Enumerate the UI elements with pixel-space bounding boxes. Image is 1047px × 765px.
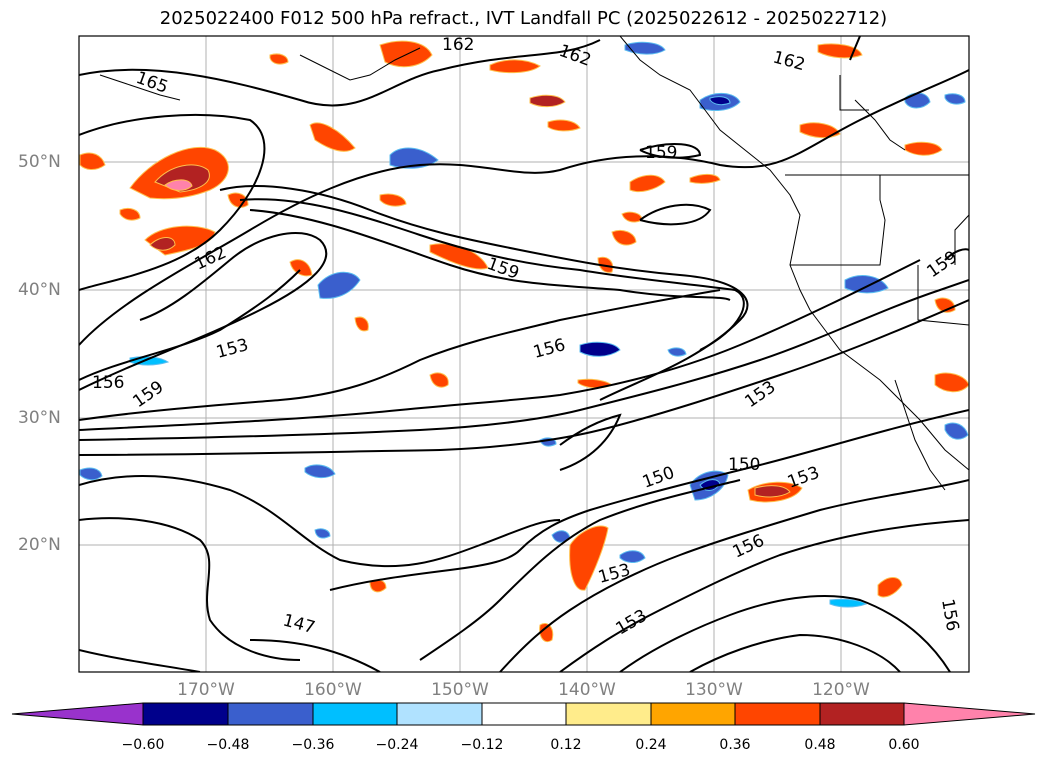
colorbar-bin	[481, 702, 567, 726]
lat-label: 50°N	[18, 152, 61, 172]
colorbar-tick-label: 0.24	[635, 737, 667, 753]
colorbar-bin	[565, 702, 652, 726]
colorbar-bin	[734, 702, 821, 726]
lat-label: 30°N	[18, 408, 61, 428]
colorbar-bin	[396, 702, 483, 726]
colorbar-extend-max	[903, 702, 1036, 726]
coastlines	[99, 36, 969, 491]
colorbar-tick-label: −0.24	[375, 737, 419, 753]
lon-label: 130°W	[685, 680, 743, 700]
contour-label: 159	[645, 143, 677, 163]
colorbar-tick-label: 0.36	[719, 737, 751, 753]
colorbar-bin	[312, 702, 398, 726]
lon-label: 120°W	[812, 680, 870, 700]
colorbar-tick-label: 0.60	[888, 737, 920, 753]
contour-label: 156	[92, 373, 124, 393]
refractivity-contours	[79, 36, 969, 672]
lon-label: 150°W	[431, 680, 489, 700]
colorbar-tick-label: 0.48	[804, 737, 836, 753]
negative-anomaly-patches	[79, 41, 969, 608]
colorbar	[11, 702, 1036, 726]
colorbar-tick-label: −0.60	[121, 737, 165, 753]
lon-label: 160°W	[304, 680, 362, 700]
lon-label: 170°W	[177, 680, 235, 700]
colorbar-bin	[142, 702, 229, 726]
colorbar-tick-label: −0.12	[460, 737, 504, 753]
colorbar-tick-label: −0.48	[206, 737, 250, 753]
colorbar-bin	[227, 702, 314, 726]
colorbar-bin	[650, 702, 736, 726]
colorbar-bin	[819, 702, 905, 726]
contour-label: 162	[442, 35, 474, 55]
lat-label: 20°N	[18, 535, 61, 555]
colorbar-extend-min	[11, 702, 144, 726]
lat-label: 40°N	[18, 280, 61, 300]
lon-label: 140°W	[558, 680, 616, 700]
positive-anomaly-patches	[79, 40, 969, 643]
contour-label: 150	[728, 455, 760, 475]
colorbar-tick-label: 0.12	[550, 737, 582, 753]
map-title: 2025022400 F012 500 hPa refract., IVT La…	[159, 8, 888, 29]
map-frame	[78, 35, 970, 673]
colorbar-tick-label: −0.36	[291, 737, 335, 753]
